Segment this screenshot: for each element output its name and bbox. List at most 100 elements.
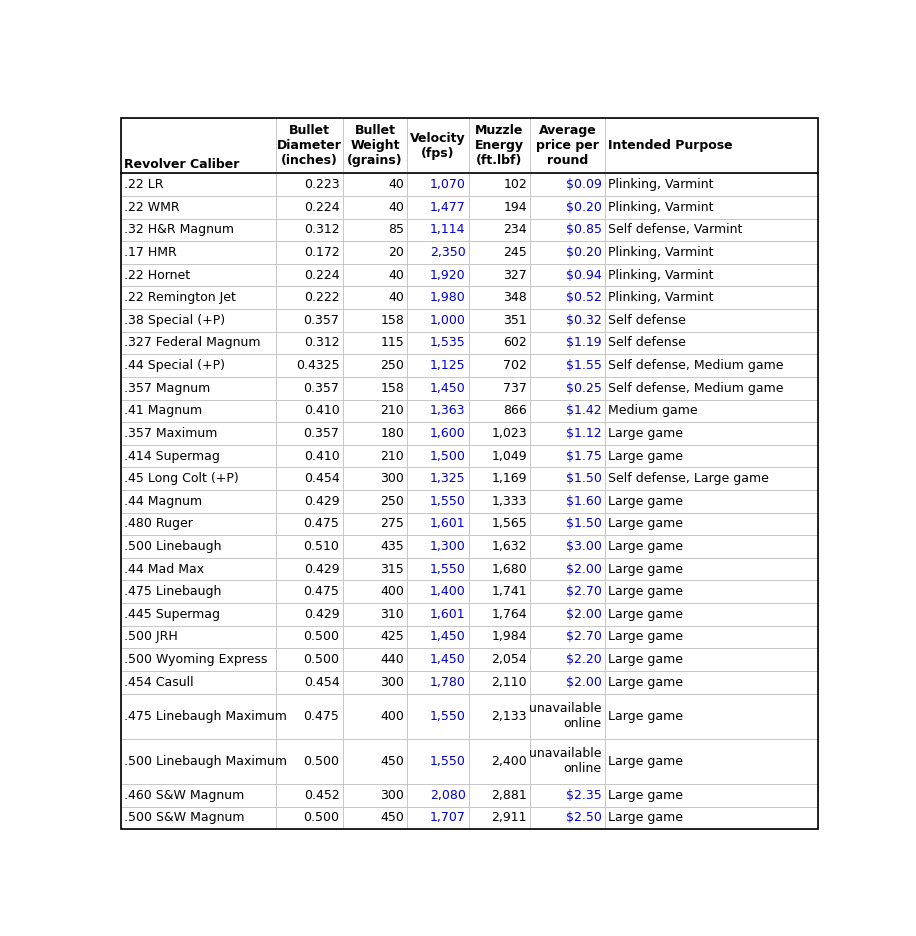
Text: Self defense, Large game: Self defense, Large game <box>608 472 769 485</box>
Bar <box>408 694 469 739</box>
Bar <box>469 558 530 580</box>
Text: 0.357: 0.357 <box>303 427 340 440</box>
Bar <box>605 739 818 784</box>
Text: 0.224: 0.224 <box>304 201 340 213</box>
Text: Large game: Large game <box>608 495 682 508</box>
Text: 450: 450 <box>380 754 404 768</box>
Text: 1,363: 1,363 <box>431 404 465 417</box>
Bar <box>121 400 276 422</box>
Text: 300: 300 <box>380 472 404 485</box>
Text: 300: 300 <box>380 676 404 689</box>
Bar <box>605 558 818 580</box>
Bar <box>469 625 530 649</box>
Bar <box>469 309 530 331</box>
Text: $2.70: $2.70 <box>566 585 602 598</box>
Bar <box>530 264 605 286</box>
Text: 210: 210 <box>380 404 404 417</box>
Bar <box>605 219 818 241</box>
Text: 40: 40 <box>388 201 404 213</box>
Text: .44 Mad Max: .44 Mad Max <box>124 563 204 576</box>
Text: 0.452: 0.452 <box>304 789 340 802</box>
Text: .357 Magnum: .357 Magnum <box>124 382 210 395</box>
Text: 0.510: 0.510 <box>303 540 340 553</box>
Bar <box>343 377 408 400</box>
Bar <box>408 739 469 784</box>
Bar <box>530 331 605 355</box>
Text: 0.222: 0.222 <box>304 291 340 304</box>
Text: 1,535: 1,535 <box>430 337 465 349</box>
Text: Large game: Large game <box>608 563 682 576</box>
Text: 348: 348 <box>503 291 527 304</box>
Bar <box>276 331 343 355</box>
Bar <box>408 400 469 422</box>
Text: .460 S&W Magnum: .460 S&W Magnum <box>124 789 244 802</box>
Text: 0.500: 0.500 <box>303 653 340 666</box>
Text: .38 Special (+P): .38 Special (+P) <box>124 314 225 327</box>
Bar <box>605 355 818 377</box>
Bar <box>343 558 408 580</box>
Bar <box>605 694 818 739</box>
Bar <box>343 490 408 513</box>
Text: 1,550: 1,550 <box>430 709 465 723</box>
Text: 866: 866 <box>503 404 527 417</box>
Bar <box>469 445 530 467</box>
Bar <box>530 535 605 558</box>
Text: $2.00: $2.00 <box>566 676 602 689</box>
Text: 1,477: 1,477 <box>430 201 465 213</box>
Bar <box>343 535 408 558</box>
Bar <box>605 400 818 422</box>
Bar <box>408 784 469 807</box>
Bar <box>276 580 343 603</box>
Bar <box>530 196 605 219</box>
Bar <box>469 422 530 445</box>
Bar <box>121 603 276 625</box>
Bar <box>121 694 276 739</box>
Text: 351: 351 <box>503 314 527 327</box>
Bar <box>343 422 408 445</box>
Text: Average
price per
round: Average price per round <box>536 124 599 168</box>
Text: Self defense, Varmint: Self defense, Varmint <box>608 224 742 237</box>
Bar <box>469 535 530 558</box>
Bar <box>408 625 469 649</box>
Bar <box>343 264 408 286</box>
Text: 250: 250 <box>380 495 404 508</box>
Text: $1.42: $1.42 <box>566 404 602 417</box>
Text: 0.500: 0.500 <box>303 754 340 768</box>
Bar <box>408 671 469 694</box>
Bar <box>343 467 408 490</box>
Text: Large game: Large game <box>608 789 682 802</box>
Text: 40: 40 <box>388 291 404 304</box>
Text: .44 Magnum: .44 Magnum <box>124 495 202 508</box>
Bar <box>276 445 343 467</box>
Text: $0.09: $0.09 <box>566 178 602 191</box>
Text: 2,400: 2,400 <box>491 754 527 768</box>
Bar <box>276 603 343 625</box>
Bar <box>343 331 408 355</box>
Text: Large game: Large game <box>608 518 682 531</box>
Text: 400: 400 <box>380 585 404 598</box>
Text: 1,984: 1,984 <box>491 631 527 643</box>
Bar <box>469 173 530 196</box>
Text: $2.20: $2.20 <box>566 653 602 666</box>
Bar <box>408 309 469 331</box>
Text: Large game: Large game <box>608 709 682 723</box>
Text: $2.50: $2.50 <box>566 812 602 825</box>
Text: Large game: Large game <box>608 812 682 825</box>
Text: 1,500: 1,500 <box>430 449 465 462</box>
Bar <box>469 807 530 829</box>
Text: 2,881: 2,881 <box>491 789 527 802</box>
Text: .41 Magnum: .41 Magnum <box>124 404 202 417</box>
Text: 0.475: 0.475 <box>303 585 340 598</box>
Text: $1.50: $1.50 <box>566 518 602 531</box>
Bar <box>343 694 408 739</box>
Text: Large game: Large game <box>608 754 682 768</box>
Text: 85: 85 <box>388 224 404 237</box>
Text: Self defense: Self defense <box>608 314 686 327</box>
Bar <box>121 558 276 580</box>
Text: .32 H&R Magnum: .32 H&R Magnum <box>124 224 234 237</box>
Text: 1,450: 1,450 <box>430 382 465 395</box>
Bar <box>605 196 818 219</box>
Bar <box>343 286 408 309</box>
Text: unavailable
online: unavailable online <box>529 747 602 775</box>
Bar <box>530 309 605 331</box>
